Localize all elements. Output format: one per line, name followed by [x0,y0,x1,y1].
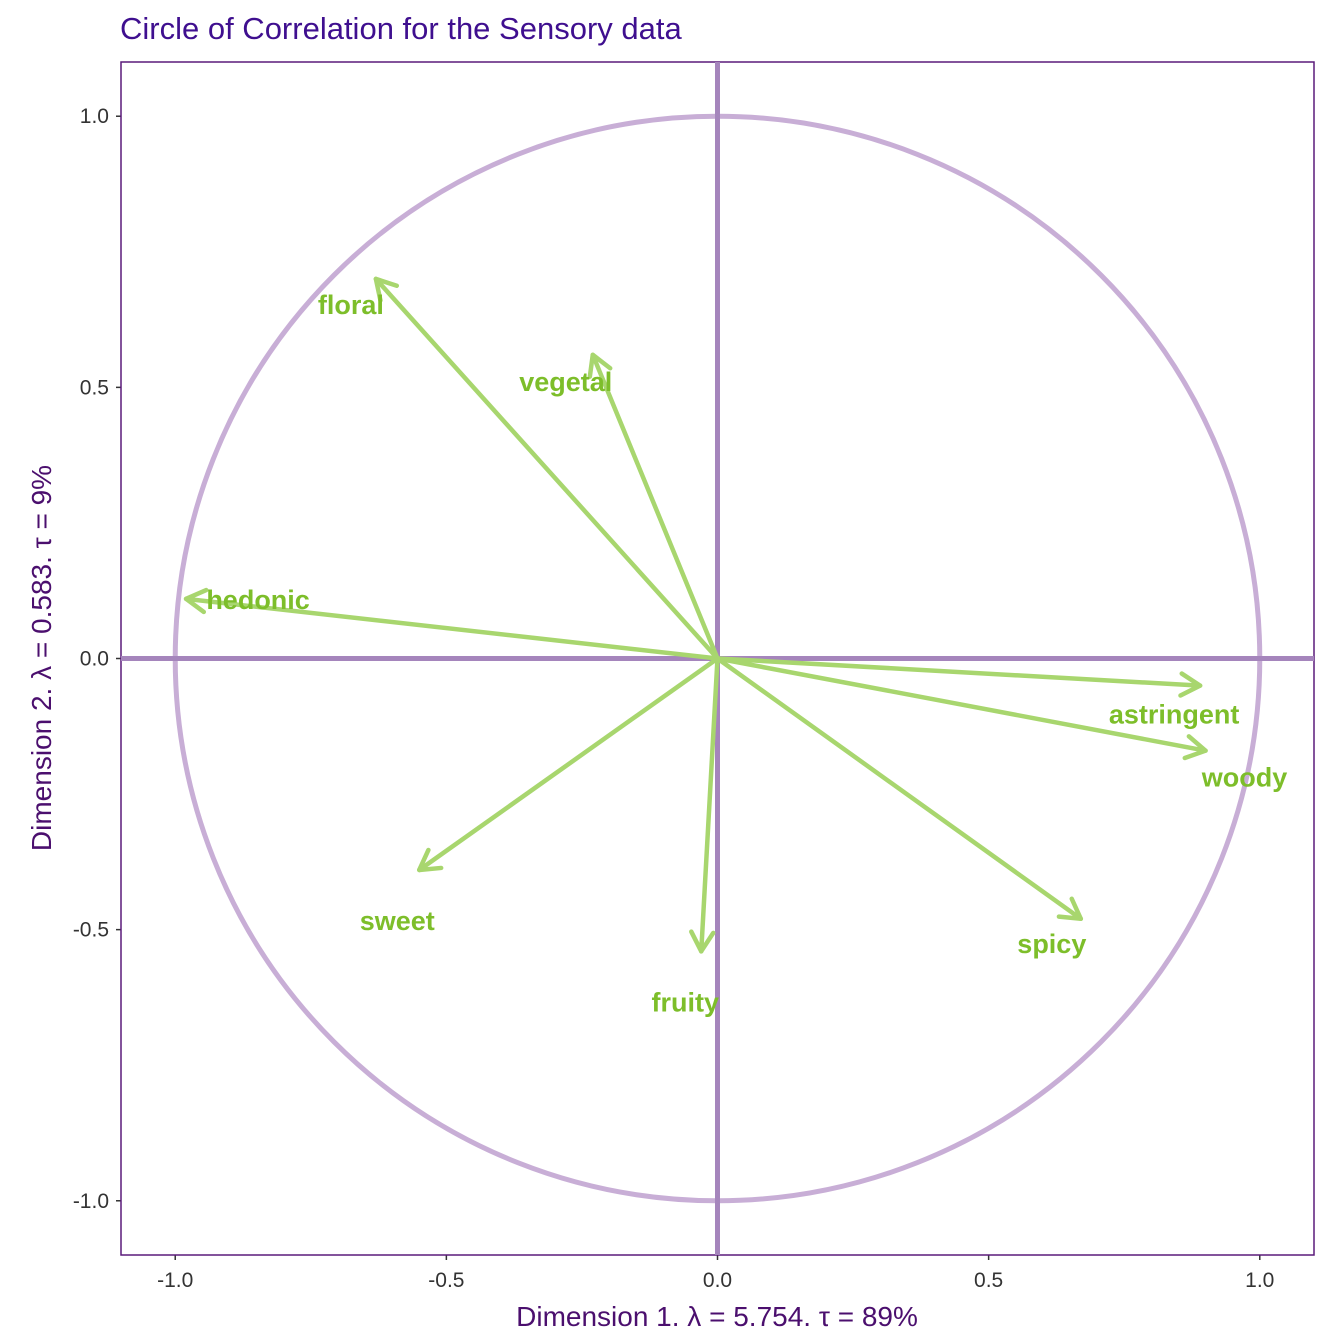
label-spicy: spicy [1017,929,1086,959]
y-tick-labels: 1.0 0.5 0.0 -0.5 -1.0 [73,105,109,1213]
x-tick-label: 0.5 [974,1269,1003,1292]
label-fruity: fruity [651,987,719,1017]
y-tick-label: 1.0 [80,105,109,128]
x-tick-label: -0.5 [428,1269,464,1292]
x-tick-labels: -1.0 -0.5 0.0 0.5 1.0 [157,1269,1274,1292]
label-hedonic: hedonic [206,585,310,615]
label-vegetal: vegetal [519,367,612,397]
tick-marks [116,115,1261,1260]
arrow-woody [715,656,1208,761]
arrow-vegetal [587,352,720,661]
labels-layer: hedonic floral vegetal sweet fruity spicy astr… [206,290,1287,1017]
y-tick-label: 0.0 [80,648,109,671]
arrow-sweet [417,656,720,873]
label-floral: floral [318,290,384,320]
x-tick-label: 1.0 [1245,1269,1274,1292]
arrow-floral [373,276,720,661]
x-axis-title: Dimension 1. λ = 5.754. τ = 89% [516,1301,918,1332]
arrows-layer [183,276,1208,954]
chart-title: Circle of Correlation for the Sensory da… [120,11,682,46]
label-woody: woody [1201,763,1288,793]
y-axis-title: Dimension 2. λ = 0.583. τ = 9% [26,465,57,851]
x-tick-label: -1.0 [157,1269,193,1292]
arrow-fruity [689,656,720,954]
y-tick-label: 0.5 [80,376,109,399]
y-tick-label: -0.5 [73,919,109,942]
y-tick-label: -1.0 [73,1190,109,1213]
arrow-hedonic [183,587,720,661]
x-tick-label: 0.0 [703,1269,732,1292]
label-sweet: sweet [360,906,435,936]
label-astringent: astringent [1109,700,1240,730]
arrow-astringent [715,656,1203,698]
arrow-spicy [715,656,1084,922]
